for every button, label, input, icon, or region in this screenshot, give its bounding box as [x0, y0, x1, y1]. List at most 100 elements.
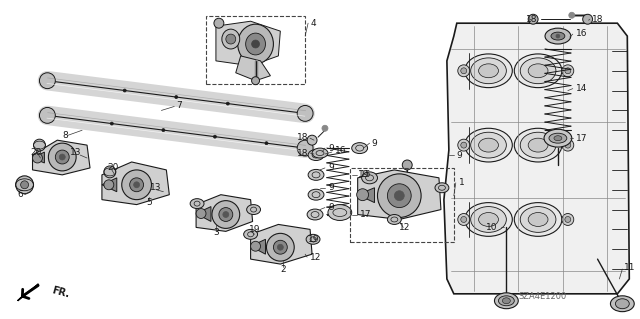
Ellipse shape: [528, 14, 538, 24]
Ellipse shape: [307, 209, 323, 220]
Ellipse shape: [520, 132, 556, 158]
Ellipse shape: [130, 178, 143, 192]
Ellipse shape: [458, 65, 470, 77]
Text: 10: 10: [486, 223, 497, 232]
Polygon shape: [18, 284, 38, 301]
Text: 6: 6: [18, 190, 24, 199]
Ellipse shape: [520, 58, 556, 84]
Polygon shape: [358, 188, 374, 203]
Ellipse shape: [212, 201, 240, 228]
Text: 8: 8: [62, 131, 68, 140]
Ellipse shape: [545, 28, 571, 44]
Ellipse shape: [277, 244, 284, 250]
Polygon shape: [33, 152, 44, 163]
Polygon shape: [102, 178, 116, 192]
Ellipse shape: [470, 132, 506, 158]
Ellipse shape: [562, 213, 574, 226]
Ellipse shape: [20, 181, 29, 189]
Text: 18: 18: [297, 133, 308, 142]
Ellipse shape: [252, 77, 260, 85]
Text: 16: 16: [576, 29, 588, 38]
Ellipse shape: [308, 169, 324, 180]
Ellipse shape: [528, 64, 548, 78]
Text: 11: 11: [625, 263, 636, 271]
Ellipse shape: [252, 40, 260, 48]
Ellipse shape: [196, 209, 206, 219]
Ellipse shape: [387, 214, 401, 225]
Ellipse shape: [520, 207, 556, 232]
Ellipse shape: [551, 32, 565, 40]
Ellipse shape: [124, 89, 126, 92]
Ellipse shape: [33, 139, 45, 151]
Ellipse shape: [461, 217, 467, 222]
Ellipse shape: [246, 33, 266, 55]
Ellipse shape: [162, 129, 165, 132]
Ellipse shape: [237, 24, 273, 64]
Ellipse shape: [465, 203, 512, 236]
Polygon shape: [196, 207, 211, 221]
Polygon shape: [216, 21, 280, 66]
Ellipse shape: [435, 183, 449, 193]
Ellipse shape: [569, 12, 575, 18]
Ellipse shape: [213, 135, 216, 138]
Text: 15: 15: [360, 170, 371, 179]
Text: 4: 4: [310, 19, 316, 28]
Ellipse shape: [328, 204, 352, 220]
Ellipse shape: [387, 184, 411, 208]
Ellipse shape: [495, 293, 518, 309]
Polygon shape: [196, 195, 253, 231]
Text: 19: 19: [358, 170, 369, 179]
Ellipse shape: [465, 54, 512, 88]
Ellipse shape: [223, 211, 229, 218]
Text: 9: 9: [328, 183, 333, 192]
Ellipse shape: [565, 142, 571, 148]
Text: 17: 17: [576, 134, 588, 143]
Text: 14: 14: [576, 84, 587, 93]
Ellipse shape: [378, 174, 421, 218]
Ellipse shape: [461, 142, 467, 148]
Bar: [349, 168, 454, 242]
Ellipse shape: [190, 199, 204, 209]
Ellipse shape: [122, 170, 152, 200]
Ellipse shape: [33, 153, 42, 163]
Ellipse shape: [214, 18, 224, 28]
Text: 20: 20: [107, 163, 118, 173]
Ellipse shape: [461, 68, 467, 74]
Ellipse shape: [554, 136, 562, 141]
Polygon shape: [358, 170, 441, 219]
Ellipse shape: [40, 108, 55, 123]
Ellipse shape: [544, 129, 572, 147]
Ellipse shape: [246, 204, 260, 214]
Ellipse shape: [470, 207, 506, 232]
Text: 19: 19: [248, 225, 260, 234]
Ellipse shape: [479, 212, 499, 226]
Ellipse shape: [312, 148, 328, 158]
Text: FR.: FR.: [51, 286, 70, 300]
Text: 13: 13: [150, 183, 161, 192]
Ellipse shape: [458, 139, 470, 151]
Ellipse shape: [266, 234, 294, 261]
Text: 12: 12: [399, 223, 411, 232]
Text: 5: 5: [147, 198, 152, 207]
Ellipse shape: [356, 189, 369, 201]
Ellipse shape: [528, 212, 548, 226]
Text: 19: 19: [308, 235, 319, 244]
Ellipse shape: [458, 213, 470, 226]
Text: 9: 9: [328, 163, 333, 173]
Ellipse shape: [308, 189, 324, 200]
Text: 3: 3: [213, 228, 219, 237]
Ellipse shape: [104, 180, 114, 190]
Ellipse shape: [306, 234, 320, 244]
Ellipse shape: [308, 150, 324, 160]
Text: 9: 9: [328, 203, 333, 212]
Ellipse shape: [110, 122, 113, 125]
Ellipse shape: [611, 296, 634, 312]
Ellipse shape: [562, 65, 574, 77]
Bar: [206, 16, 305, 84]
Polygon shape: [251, 239, 266, 254]
Ellipse shape: [549, 133, 567, 143]
Ellipse shape: [582, 14, 593, 24]
Text: 13: 13: [70, 148, 82, 157]
Ellipse shape: [297, 106, 313, 121]
Ellipse shape: [322, 125, 328, 131]
